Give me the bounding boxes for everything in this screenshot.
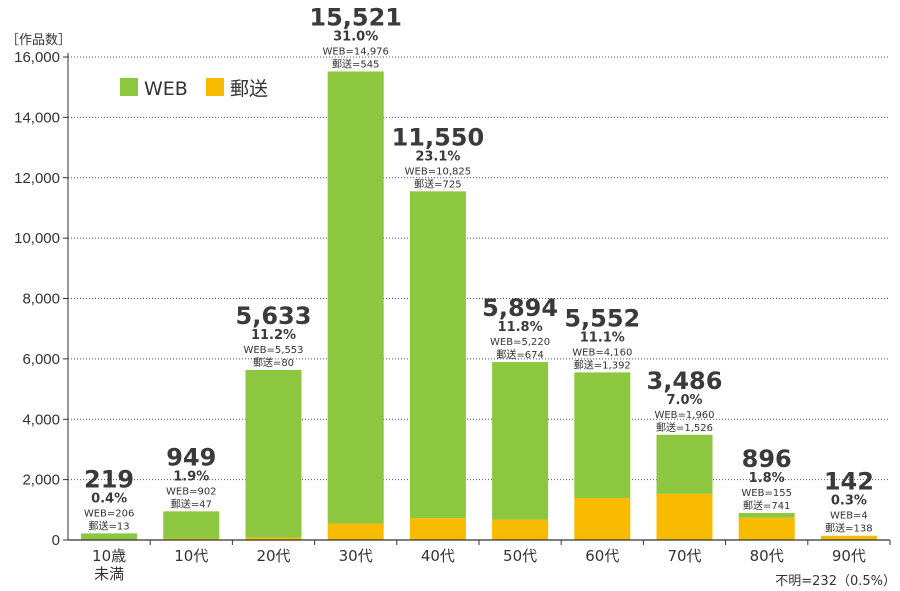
x-category-label: 90代 [832,547,866,565]
x-category-label: 30代 [339,547,373,565]
bar-segment-mail [163,538,220,540]
y-tick-label: 8,000 [22,291,60,308]
legend-label-mail: 郵送 [230,78,268,100]
data-label-percent: 23.1% [415,149,460,164]
data-label-web: WEB=4,160 [572,347,632,358]
data-label-percent: 1.8% [749,471,785,486]
bar-segment-mail [738,517,795,540]
data-label-percent: 0.4% [91,491,127,506]
bar-segment-mail [245,537,302,540]
y-tick-label: 4,000 [22,411,60,428]
y-tick-label: 14,000 [14,109,60,126]
bar-segment-web [245,369,302,538]
y-axis: 0 2,000 4,000 6,000 8,000 10,000 12,000 14,000 1… [14,49,69,549]
bar-segment-web [738,512,795,518]
data-label-mail: 郵送=725 [414,177,461,190]
bar-segment-web [409,191,466,519]
data-label-web: WEB=5,220 [490,337,550,348]
x-category-label: 50代 [503,547,537,565]
data-label-web: WEB=4 [830,511,868,522]
y-tick-label: 10,000 [14,230,60,247]
data-label-total: 219 [84,465,134,493]
x-category-label: 40代 [421,547,455,565]
bar-segment-mail [327,523,384,540]
data-label-total: 5,894 [482,294,558,322]
legend: WEB 郵送 [120,78,268,100]
data-label-mail: 郵送=1,392 [574,358,631,371]
data-label-total: 3,486 [647,367,723,395]
x-category-label: 70代 [667,547,701,565]
x-category-label: 未満 [94,565,124,583]
data-label-web: WEB=5,553 [243,345,303,356]
y-tick-label: 2,000 [22,472,60,489]
data-label-mail: 郵送=545 [332,57,379,70]
y-tick-label: 12,000 [14,170,60,187]
data-label-total: 949 [166,443,216,471]
data-label-total: 142 [824,468,874,496]
data-label-mail: 郵送=80 [253,356,294,369]
data-label-percent: 31.0% [333,29,378,44]
bar-segment-mail [820,535,877,540]
data-label-web: WEB=10,825 [405,166,471,177]
x-category-label: 60代 [585,547,619,565]
gridlines [68,56,890,481]
data-label-percent: 0.3% [831,494,867,509]
data-label-total: 896 [742,445,792,473]
data-label-mail: 郵送=1,526 [656,421,713,434]
x-category-label: 10歳 [92,547,126,565]
data-label-percent: 11.1% [580,330,625,345]
data-label-web: WEB=206 [84,508,135,519]
legend-swatch-mail [206,78,224,96]
bar-segment-web [81,533,138,540]
data-label-mail: 郵送=741 [743,499,790,512]
bar-segment-web [327,71,384,524]
data-label-total: 5,552 [564,304,640,332]
y-tick-label: 16,000 [14,49,60,66]
data-label-mail: 郵送=674 [496,348,543,361]
bar-segment-web [163,511,220,539]
data-label-mail: 郵送=13 [89,519,130,532]
legend-label-web: WEB [144,78,188,100]
bar-segment-mail [574,497,631,540]
bar-segment-mail [409,518,466,540]
y-tick-label: 6,000 [22,351,60,368]
data-label-web: WEB=155 [741,488,792,499]
x-category-label: 10代 [174,547,208,565]
y-tick-label: 0 [52,532,60,549]
data-label-web: WEB=1,960 [654,410,714,421]
data-label-percent: 1.9% [173,469,209,484]
x-category-label: 80代 [750,547,784,565]
data-label-percent: 11.2% [251,328,296,343]
data-label-total: 15,521 [309,3,402,31]
bar-segment-mail [492,519,549,540]
data-label-percent: 11.8% [498,320,543,335]
bar-segment-mail [656,493,713,540]
bar-segment-web [656,434,713,494]
data-label-mail: 郵送=138 [825,522,872,535]
data-label-percent: 7.0% [666,393,702,408]
legend-swatch-web [120,78,138,96]
data-label-web: WEB=902 [166,486,217,497]
y-axis-unit-label: ［作品数］ [6,33,71,48]
data-label-mail: 郵送=47 [171,497,212,510]
x-category-label: 20代 [256,547,290,565]
data-label-total: 11,550 [392,123,485,151]
unknown-count-note: 不明=232（0.5%） [775,574,896,589]
data-label-web: WEB=14,976 [322,46,388,57]
bars [81,71,877,540]
bar-segment-web [492,362,549,520]
data-label-total: 5,633 [236,302,312,330]
bar-segment-web [574,372,631,498]
